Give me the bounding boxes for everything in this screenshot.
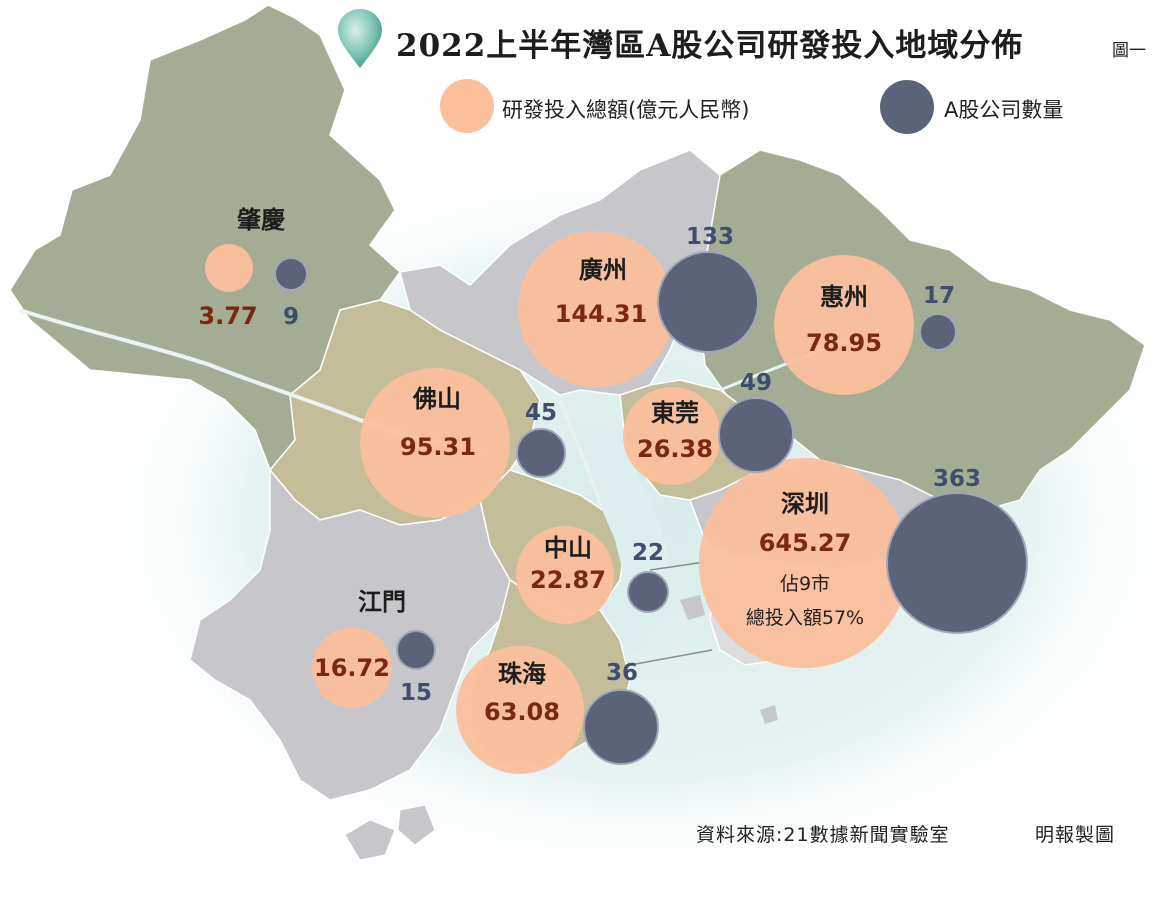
- city-name-foshan: 佛山: [412, 385, 461, 413]
- rd-bubble-dongguan: [623, 387, 721, 485]
- count-bubble-zhuhai: [583, 689, 659, 765]
- rd-value-dongguan: 26.38: [637, 435, 713, 463]
- count-value-zhongshan: 22: [632, 540, 664, 566]
- title-pin-icon: [338, 9, 382, 68]
- source-credit: 資料來源:21數據新聞實驗室: [696, 824, 950, 846]
- rd-value-huizhou: 78.95: [806, 329, 882, 357]
- count-bubble-huizhou: [919, 313, 957, 351]
- city-name-zhaoqing: 肇慶: [237, 206, 285, 234]
- count-bubble-dongguan: [718, 397, 794, 473]
- count-value-foshan: 45: [525, 400, 557, 426]
- legend-rd-label: 研發投入總額(億元人民幣): [502, 98, 750, 122]
- count-value-guangzhou: 133: [686, 224, 734, 250]
- rd-bubble-huizhou: [774, 255, 914, 395]
- count-bubble-zhaoqing: [274, 257, 308, 291]
- rd-bubble-jiangmen: [312, 628, 392, 708]
- count-value-jiangmen: 15: [400, 680, 432, 706]
- city-name-dongguan: 東莞: [651, 399, 699, 427]
- rd-value-zhongshan: 22.87: [530, 566, 606, 594]
- count-value-huizhou: 17: [923, 283, 955, 309]
- rd-value-foshan: 95.31: [400, 433, 476, 461]
- count-bubble-foshan: [516, 428, 566, 478]
- rd-bubble-shenzhen: [699, 458, 909, 668]
- city-name-huizhou: 惠州: [820, 283, 868, 311]
- count-value-dongguan: 49: [740, 370, 772, 396]
- chart-title: 2022上半年灣區A股公司研發投入地域分佈: [396, 28, 1024, 64]
- beijiang-river: [558, 399, 602, 506]
- maker-credit: 明報製圖: [1035, 824, 1116, 846]
- city-name-guangzhou: 廣州: [579, 256, 627, 284]
- legend-rd-circle: [440, 79, 494, 133]
- count-bubble-shenzhen: [886, 492, 1028, 634]
- island: [397, 804, 436, 846]
- legend-count-label: A股公司數量: [944, 98, 1064, 122]
- count-value-zhuhai: 36: [606, 660, 638, 686]
- region-zhaoqing: [9, 4, 401, 472]
- shenzhen-note-line1: 佔9市: [780, 573, 830, 595]
- rd-bubble-guangzhou: [518, 231, 674, 387]
- count-value-zhaoqing: 9: [283, 304, 299, 330]
- city-name-shenzhen: 深圳: [781, 490, 829, 518]
- rd-value-zhuhai: 63.08: [484, 698, 560, 726]
- rd-value-guangzhou: 144.31: [555, 300, 648, 328]
- city-name-jiangmen: 江門: [358, 588, 406, 616]
- count-bubble-guangzhou: [657, 251, 759, 353]
- city-name-zhongshan: 中山: [544, 534, 592, 562]
- count-bubble-jiangmen: [396, 630, 436, 670]
- rd-value-jiangmen: 16.72: [314, 654, 390, 682]
- island: [760, 705, 778, 724]
- count-value-shenzhen: 363: [933, 466, 981, 492]
- rd-bubble-zhuhai: [456, 646, 584, 774]
- count-bubble-zhongshan: [627, 571, 669, 613]
- rd-value-zhaoqing: 3.77: [198, 302, 257, 330]
- rd-value-shenzhen: 645.27: [759, 529, 852, 557]
- legend-count-circle: [880, 80, 934, 134]
- connector-zhongshan: [649, 561, 706, 571]
- figure-label: 圖一: [1112, 41, 1146, 61]
- rd-bubble-foshan: [360, 368, 510, 518]
- rd-bubble-zhongshan: [516, 526, 614, 624]
- island: [344, 819, 396, 861]
- rd-bubble-zhaoqing: [205, 244, 253, 292]
- city-name-zhuhai: 珠海: [498, 660, 546, 688]
- connector-zhuhai: [629, 649, 713, 666]
- island: [680, 595, 705, 620]
- shenzhen-note-line2: 總投入額57%: [746, 607, 864, 629]
